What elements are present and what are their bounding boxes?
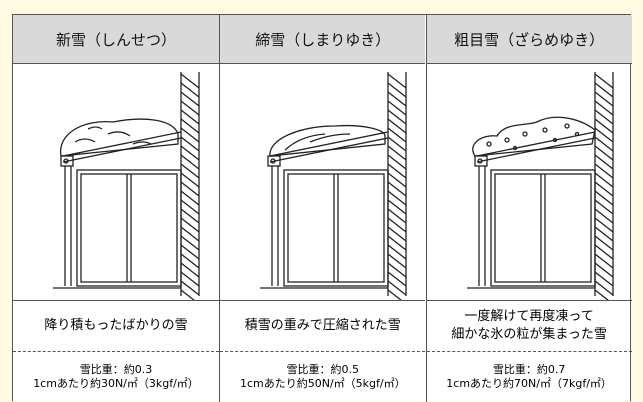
column-header: 粗目雪（ざらめゆき） bbox=[426, 15, 632, 64]
snow-illustration bbox=[53, 72, 200, 305]
column: 粗目雪（ざらめゆき） 一度解けて再度凍って 細かな氷の粒が集まった雪 雪比重：約0.… bbox=[425, 15, 632, 402]
description-line: 細かな氷の粒が集まった雪 bbox=[451, 327, 607, 342]
spec: 雪比重：約0.5 1cmあたり約50N/㎡（5kgf/㎡） bbox=[220, 352, 425, 402]
column-header: 新雪（しんせつ） bbox=[13, 15, 219, 64]
illustration bbox=[13, 64, 219, 305]
description-line: 降り積もったばかりの雪 bbox=[44, 318, 188, 333]
snow-load: 1cmあたり約50N/㎡（5kgf/㎡） bbox=[239, 377, 406, 390]
column-header: 締雪（しまりゆき） bbox=[220, 15, 426, 64]
description-line: 積雪の重みで圧縮された雪 bbox=[244, 318, 401, 333]
specific-gravity: 雪比重：約0.3 bbox=[79, 363, 153, 376]
column: 締雪（しまりゆき） 積雪の重みで圧縮された雪 雪比重：約0.5 1cmあたり約50N… bbox=[219, 15, 426, 402]
snow-illustration bbox=[260, 72, 407, 305]
description: 降り積もったばかりの雪 bbox=[13, 301, 219, 352]
snow-load: 1cmあたり約30N/㎡（3kgf/㎡） bbox=[33, 377, 199, 390]
specific-gravity: 雪比重：約0.5 bbox=[286, 363, 360, 376]
spec: 雪比重：約0.3 1cmあたり約30N/㎡（3kgf/㎡） bbox=[13, 352, 219, 402]
description: 一度解けて再度凍って 細かな氷の粒が集まった雪 bbox=[426, 301, 632, 352]
illustration bbox=[220, 64, 426, 305]
snow-illustration bbox=[466, 72, 614, 305]
spec: 雪比重：約0.7 1cmあたり約70N/㎡（7kgf/㎡） bbox=[427, 352, 632, 402]
description-line: 一度解けて再度凍って bbox=[464, 309, 594, 324]
snow-table: 新雪（しんせつ） 降り積もったばかりの雪 雪比重：約0.3 1cmあたり約30N/㎡… bbox=[12, 14, 632, 402]
snow-load: 1cmあたり約70N/㎡（7kgf/㎡） bbox=[446, 377, 612, 390]
specific-gravity: 雪比重：約0.7 bbox=[492, 363, 566, 376]
description: 積雪の重みで圧縮された雪 bbox=[220, 301, 426, 352]
column: 新雪（しんせつ） 降り積もったばかりの雪 雪比重：約0.3 1cmあたり約30N/㎡… bbox=[13, 15, 219, 402]
illustration bbox=[426, 64, 632, 305]
